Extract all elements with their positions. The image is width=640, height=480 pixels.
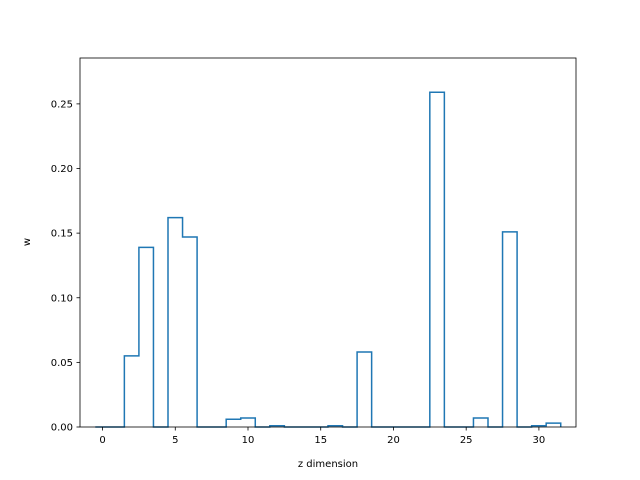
x-tick-label: 25 xyxy=(460,435,473,446)
x-tick-label: 5 xyxy=(172,435,178,446)
x-axis-label: z dimension xyxy=(298,459,358,470)
y-tick-label: 0.20 xyxy=(51,164,73,175)
y-tick-label: 0.15 xyxy=(51,229,73,240)
y-tick-label: 0.25 xyxy=(51,99,73,110)
x-tick-label: 10 xyxy=(242,435,255,446)
x-axis: 0 5 10 15 20 25 30 xyxy=(99,427,545,446)
y-tick-label: 0.05 xyxy=(51,358,73,369)
x-tick-label: 20 xyxy=(387,435,400,446)
x-tick-label: 0 xyxy=(99,435,105,446)
x-tick-label: 15 xyxy=(314,435,327,446)
y-tick-label: 0.10 xyxy=(51,293,73,304)
y-tick-label: 0.00 xyxy=(51,423,73,434)
axes-frame xyxy=(79,57,577,428)
y-axis-label: w xyxy=(22,238,33,246)
x-tick-label: 30 xyxy=(533,435,546,446)
y-axis: 0.00 0.05 0.10 0.15 0.20 0.25 xyxy=(51,99,80,434)
